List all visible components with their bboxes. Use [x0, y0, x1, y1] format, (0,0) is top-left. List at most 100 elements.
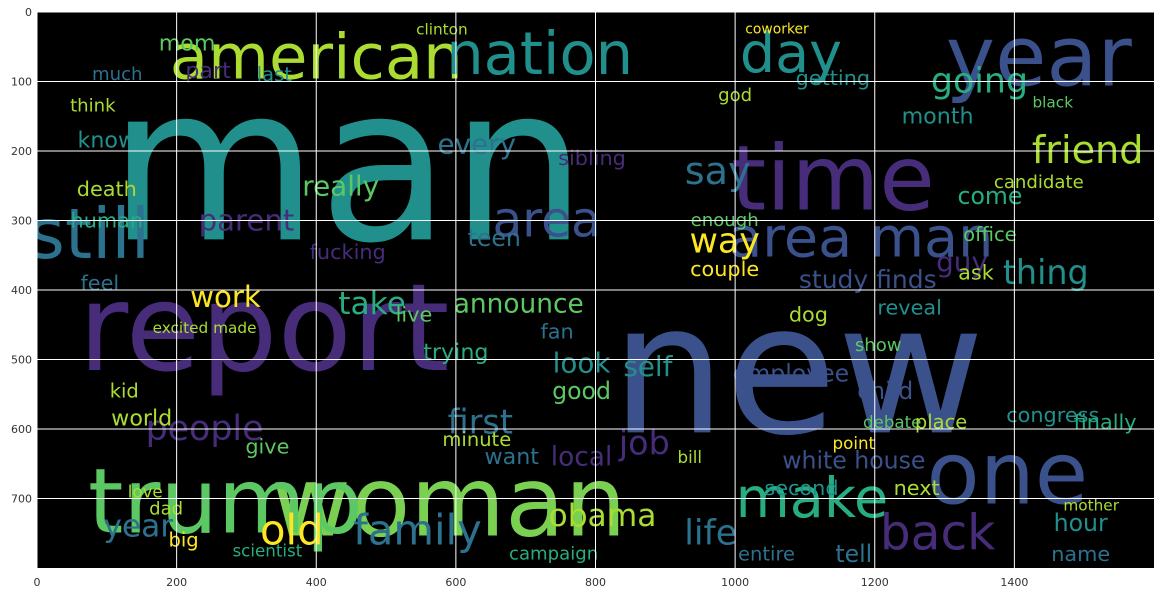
word-66: live: [396, 302, 433, 326]
word-33: white house: [782, 446, 925, 474]
word-79: campaign: [509, 544, 598, 565]
word-54: death: [77, 177, 137, 201]
word-1: new: [611, 264, 984, 475]
word-10: nation: [446, 19, 633, 88]
word-84: sibling: [558, 146, 626, 170]
word-35: good: [552, 377, 611, 405]
word-52: black: [1032, 93, 1073, 111]
word-63: coworker: [745, 21, 809, 37]
word-36: child: [857, 377, 913, 405]
x-tick-label: 600: [445, 576, 466, 589]
word-6: year: [946, 9, 1133, 106]
word-38: next: [894, 476, 940, 500]
word-93: love: [128, 482, 163, 502]
word-43: couple: [690, 257, 759, 281]
word-21: old: [260, 505, 324, 554]
word-4: trump: [88, 449, 363, 554]
word-77: congress: [1006, 403, 1099, 427]
word-46: office: [963, 223, 1017, 246]
word-19: way: [689, 221, 759, 261]
word-83: fan: [540, 320, 573, 344]
word-22: year: [103, 508, 173, 544]
word-50: dog: [789, 302, 828, 326]
y-tick-label: 700: [11, 493, 32, 506]
word-42: tell: [835, 540, 872, 568]
x-tick-label: 400: [306, 576, 327, 589]
word-5: time: [731, 126, 935, 231]
word-34: look: [553, 346, 612, 379]
x-tick-label: 1000: [721, 576, 749, 589]
word-24: life: [684, 513, 737, 553]
word-64: really: [302, 169, 379, 202]
word-2: report: [78, 257, 449, 399]
y-tick-label: 100: [11, 76, 32, 89]
y-tick-label: 300: [11, 215, 32, 228]
word-37: second: [764, 476, 838, 500]
word-7: one: [927, 424, 1089, 525]
word-73: local: [551, 441, 613, 472]
x-tick-label: 0: [34, 576, 41, 589]
y-tick-label: 200: [11, 145, 32, 158]
word-11: day: [740, 21, 842, 86]
word-51: candidate: [994, 172, 1084, 193]
word-70: give: [245, 434, 289, 458]
word-76: employee: [733, 359, 849, 387]
word-49: reveal: [877, 295, 942, 319]
word-95: bill: [677, 447, 702, 467]
word-28: first: [448, 403, 513, 442]
word-81: fucking: [310, 240, 386, 264]
word-68: kid: [110, 379, 139, 402]
word-40: name: [1051, 542, 1110, 566]
word-31: thing: [1003, 253, 1089, 292]
x-tick-label: 200: [166, 576, 187, 589]
x-tick-label: 1400: [1000, 576, 1028, 589]
word-62: clinton: [416, 20, 468, 38]
word-3: woman: [271, 445, 626, 558]
x-tick-label: 800: [585, 576, 606, 589]
word-41: entire: [738, 543, 795, 566]
word-78: finally: [1074, 410, 1137, 434]
word-74: job: [618, 423, 670, 462]
word-56: know: [77, 128, 136, 154]
word-71: minute: [442, 428, 511, 451]
y-tick-label: 500: [11, 354, 32, 367]
word-8: still: [29, 194, 150, 275]
word-59: mom: [159, 30, 216, 56]
word-69: world: [111, 406, 172, 432]
word-97: show: [855, 335, 902, 356]
word-92: dad: [149, 498, 183, 519]
x-tick-label: 1200: [861, 576, 889, 589]
word-90: place: [915, 411, 967, 434]
word-48: guy: [936, 246, 988, 279]
word-89: debate: [863, 412, 922, 432]
word-32: study finds: [799, 265, 937, 294]
word-53: teen: [468, 224, 521, 252]
word-27: work: [190, 280, 261, 314]
word-57: think: [70, 95, 116, 116]
word-80: big: [169, 529, 199, 552]
word-61: last: [257, 63, 293, 86]
word-45: come: [957, 182, 1022, 210]
word-60: part: [185, 58, 231, 84]
word-91: excited made: [153, 319, 257, 337]
word-25: take: [338, 286, 406, 322]
y-tick-label: 0: [25, 6, 32, 19]
word-12: area man: [728, 205, 993, 270]
word-72: want: [484, 444, 539, 470]
word-23: obama: [549, 498, 657, 534]
y-tick-label: 600: [11, 423, 32, 436]
word-75: self: [623, 350, 673, 383]
word-67: feel: [80, 271, 119, 295]
word-94: scientist: [232, 541, 302, 561]
word-39: hour: [1054, 509, 1108, 537]
word-86: month: [902, 103, 974, 129]
word-18: say: [685, 150, 751, 194]
word-26: announce: [454, 288, 584, 319]
y-tick-label: 400: [11, 284, 32, 297]
word-58: much: [92, 64, 143, 85]
word-15: back: [880, 505, 995, 561]
word-87: ask: [958, 261, 994, 285]
word-47: getting: [796, 66, 870, 90]
word-88: point: [833, 433, 876, 453]
